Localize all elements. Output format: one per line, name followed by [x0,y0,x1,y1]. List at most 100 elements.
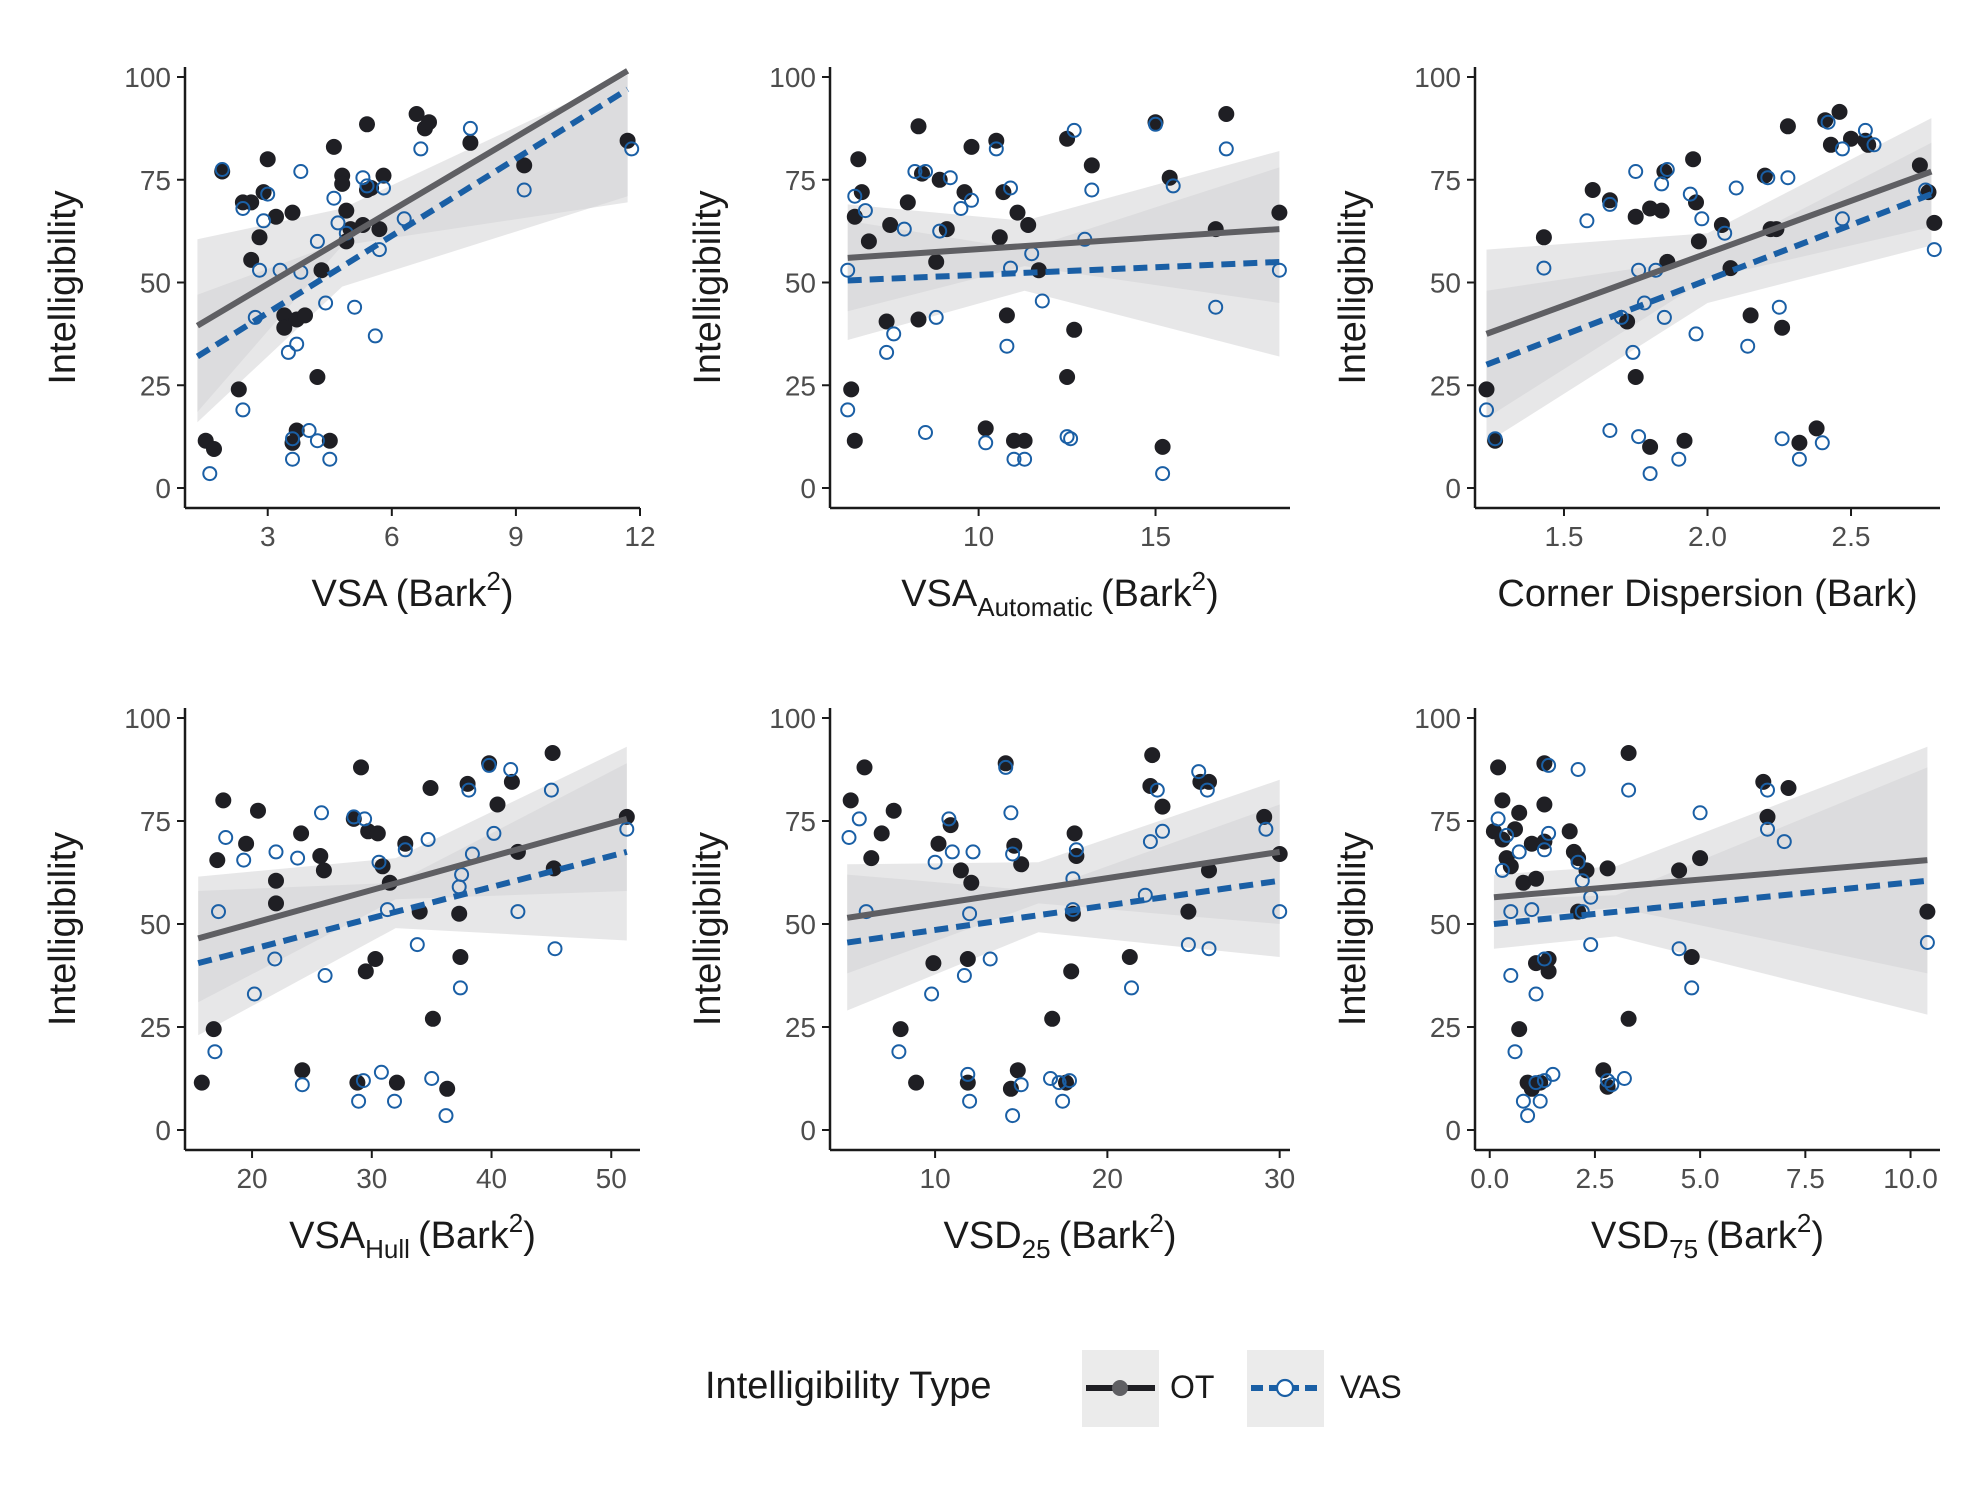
point-vas [1507,1044,1523,1060]
point-ot [1201,862,1217,879]
trend-line-vas [197,848,628,967]
point-vas [1487,431,1503,447]
legend-marker-ot [1112,1380,1128,1396]
y-axis-title: Intelligibility [42,832,84,1026]
point-vas [1771,299,1787,315]
point-vas [1043,1071,1058,1086]
point-vas [1659,162,1675,177]
point-vas [1124,980,1139,996]
y-tick-label: 25 [1430,1012,1461,1043]
point-ot [1009,204,1026,221]
point-vas [1013,1077,1029,1093]
ci-band-vas [847,167,1280,357]
x-axis-title-main: Corner Dispersion (Bark) [1497,573,1917,615]
x-axis-title-close: ) [1164,1215,1177,1257]
point-ot [1006,837,1023,854]
trend-line-ot [847,226,1280,261]
point-vas [1654,176,1670,192]
y-tick-label: 25 [785,370,816,401]
point-vas [907,164,923,179]
point-vas [1005,846,1021,862]
point-vas [1684,980,1700,996]
point-vas [1524,902,1540,918]
point-vas [294,1077,310,1093]
point-ot [1759,808,1776,825]
point-vas [202,466,218,482]
point-vas [1570,762,1586,777]
point-ot [1540,963,1557,980]
point-vas [322,451,338,467]
point-ot [206,441,222,457]
y-tick-label: 0 [1445,1115,1461,1146]
point-ot [421,114,437,131]
point-vas [1776,834,1792,850]
point-vas [1728,180,1744,196]
point-ot [293,825,310,842]
point-vas [438,1108,454,1124]
point-vas [1165,178,1181,194]
point-vas [285,451,300,467]
point-vas [928,309,944,325]
point-vas [1671,451,1687,467]
point-ot [1154,438,1171,455]
point-vas [1155,823,1170,839]
point-vas [1191,764,1207,780]
point-ot [193,1074,210,1091]
point-vas [1717,225,1733,241]
point-vas [840,402,856,418]
x-tick-label: 7.5 [1786,1163,1825,1194]
point-vas [355,170,371,186]
point-ot [315,862,332,879]
point-vas [1536,260,1552,276]
point-vas [1682,186,1698,202]
point-ot [422,780,439,796]
point-vas [1528,986,1544,1002]
point-vas [371,854,387,870]
trend-line-ot [1485,168,1933,337]
point-ot [1059,369,1076,385]
point-ot [238,835,255,852]
point-vas [1068,842,1084,858]
point-ot [251,229,268,246]
point-vas [1199,782,1215,798]
y-tick-label: 0 [800,1115,816,1146]
y-tick-label: 25 [785,1012,816,1043]
point-ot [1808,420,1825,437]
point-vas [624,141,640,157]
point-ot [1692,850,1709,867]
point-vas [462,120,478,136]
point-vas [1857,122,1873,138]
point-ot [1523,835,1540,852]
point-ot [1911,157,1928,174]
ci-band-vas [1493,767,1928,1015]
point-ot [297,307,313,324]
point-ot [1490,759,1507,776]
point-ot [1774,319,1791,336]
point-vas [351,1093,367,1109]
point-vas [1774,431,1790,447]
point-ot [288,422,305,439]
y-tick-label: 75 [140,806,171,837]
y-axis-title: Intelligibility [42,190,84,384]
point-vas [999,338,1015,354]
legend-label-vas: VAS [1340,1369,1402,1405]
point-vas [235,201,251,216]
point-vas [619,821,635,837]
point-ot [334,175,351,192]
trend-line-vas [1485,191,1933,368]
point-vas [896,221,912,237]
point-vas [1791,451,1807,467]
x-tick-label: 15 [1140,521,1171,552]
x-axis-title: VSD25 (Bark2) [944,1208,1177,1264]
point-ot [899,194,916,211]
point-vas [962,1093,978,1109]
point-vas [1208,299,1224,315]
point-ot [1502,858,1519,875]
x-axis-title-superscript: 2 [1192,566,1206,596]
point-ot [952,862,969,879]
y-tick-label: 50 [785,909,816,940]
point-ot [846,208,863,225]
x-tick-label: 10 [963,521,994,552]
point-vas [1541,757,1557,773]
